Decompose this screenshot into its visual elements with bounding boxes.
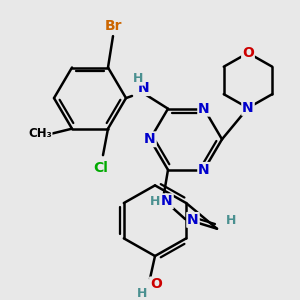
Text: N: N bbox=[144, 132, 156, 146]
Text: H: H bbox=[133, 72, 143, 85]
Text: H: H bbox=[226, 214, 236, 227]
Text: H: H bbox=[137, 287, 147, 300]
Text: O: O bbox=[242, 46, 254, 60]
Text: N: N bbox=[198, 163, 210, 177]
Text: H: H bbox=[150, 195, 160, 208]
Text: N: N bbox=[187, 213, 199, 227]
Text: CH₃: CH₃ bbox=[28, 127, 52, 140]
Text: N: N bbox=[161, 194, 173, 208]
Text: O: O bbox=[150, 278, 162, 292]
Text: Br: Br bbox=[104, 19, 122, 33]
Text: N: N bbox=[198, 102, 210, 116]
Text: N: N bbox=[242, 101, 254, 115]
Text: Cl: Cl bbox=[94, 161, 108, 175]
Text: N: N bbox=[138, 81, 150, 95]
